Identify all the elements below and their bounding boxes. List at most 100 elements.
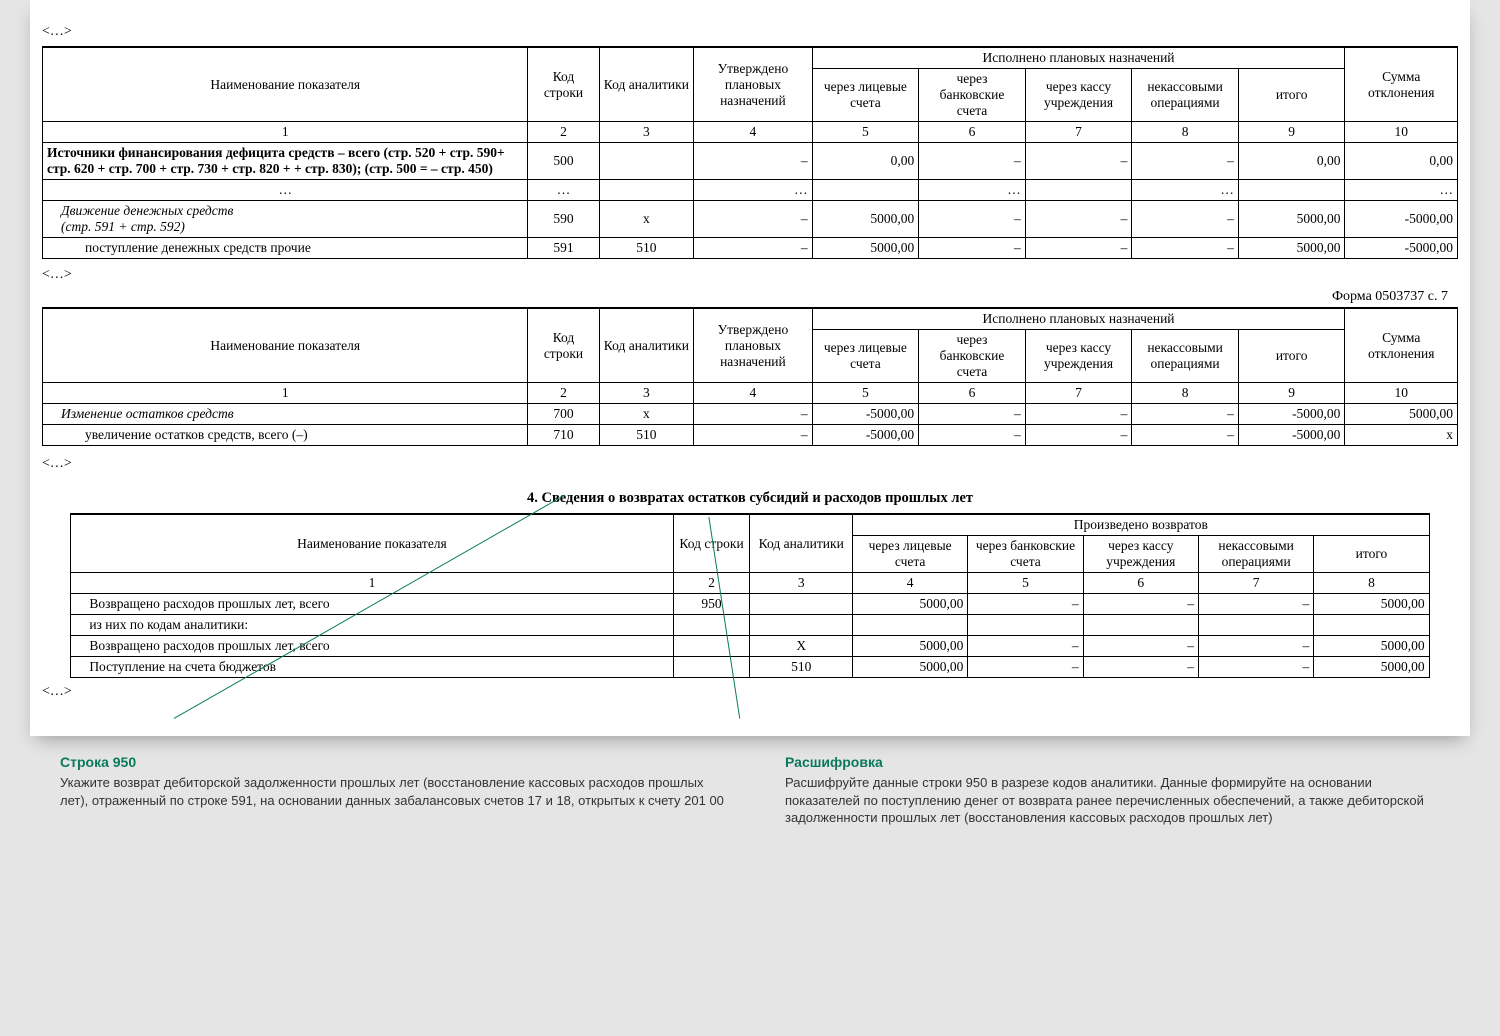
th-exec-4: некассовыми операциями <box>1198 536 1313 573</box>
cell <box>673 657 750 678</box>
cell: поступление денежных средств прочие <box>43 238 528 259</box>
th-code: Код строки <box>673 514 750 573</box>
cell: – <box>694 201 812 238</box>
cell: 5000,00 <box>852 594 967 615</box>
table-3-numrow: 1 2 3 4 5 6 7 8 <box>71 573 1429 594</box>
numcell: 2 <box>673 573 750 594</box>
cell: -5000,00 <box>1345 201 1458 238</box>
cell: x <box>599 201 694 238</box>
cell: 591 <box>528 238 599 259</box>
annotation-1-body: Укажите возврат дебиторской задолженност… <box>60 774 725 809</box>
cell: … <box>694 180 812 201</box>
cell: Изменение остатков средств <box>43 404 528 425</box>
table-2-body: Изменение остатков средств700x–-5000,00–… <box>43 404 1458 446</box>
numcell: 6 <box>919 122 1026 143</box>
cell: – <box>1025 201 1132 238</box>
numcell: 8 <box>1132 383 1239 404</box>
numcell: 9 <box>1238 383 1345 404</box>
cell: – <box>1198 657 1313 678</box>
table-3-body: Возвращено расходов прошлых лет, всего95… <box>71 594 1429 678</box>
cell: – <box>1198 636 1313 657</box>
cell: … <box>1132 180 1239 201</box>
th-code: Код строки <box>528 47 599 122</box>
cell <box>852 615 967 636</box>
th-exec-3: через кассу учреждения <box>1083 536 1198 573</box>
cell: 950 <box>673 594 750 615</box>
th-exec-1: через лицевые счета <box>812 69 919 122</box>
cell: 5000,00 <box>852 636 967 657</box>
cell: 500 <box>528 143 599 180</box>
th-name: Наименование показателя <box>43 47 528 122</box>
cell: – <box>694 404 812 425</box>
th-exec-2: через банковские счета <box>968 536 1083 573</box>
cell: 0,00 <box>812 143 919 180</box>
cell: увеличение остатков средств, всего (–) <box>43 425 528 446</box>
section-4-title: 4. Сведения о возвратах остатков субсиди… <box>42 490 1458 507</box>
numcell: 1 <box>71 573 673 594</box>
numcell: 10 <box>1345 122 1458 143</box>
annotation-1-title: Строка 950 <box>60 754 725 770</box>
numcell: 8 <box>1314 573 1429 594</box>
th-exec-5: итого <box>1238 69 1345 122</box>
table-row: из них по кодам аналитики: <box>71 615 1429 636</box>
th-exec-group: Исполнено плановых назначений <box>812 308 1345 330</box>
cell <box>673 615 750 636</box>
cell <box>1314 615 1429 636</box>
table-row: поступление денежных средств прочие59151… <box>43 238 1458 259</box>
cell: – <box>919 425 1026 446</box>
table-1-body: Источники финансирования дефицита средст… <box>43 143 1458 259</box>
cell: – <box>1083 594 1198 615</box>
th-name: Наименование показателя <box>71 514 673 573</box>
cell: 5000,00 <box>1314 594 1429 615</box>
th-name: Наименование показателя <box>43 308 528 383</box>
numcell: 7 <box>1198 573 1313 594</box>
cell: – <box>968 657 1083 678</box>
annotation-1: Строка 950 Укажите возврат дебиторской з… <box>60 754 725 827</box>
numcell: 8 <box>1132 122 1239 143</box>
ellipsis-between-1-2: <…> <box>42 267 1458 283</box>
th-exec-4: некассовыми операциями <box>1132 330 1239 383</box>
cell: – <box>919 201 1026 238</box>
numcell: 1 <box>43 383 528 404</box>
ellipsis-before-t1: <…> <box>42 24 1458 40</box>
ellipsis-after-t3: <…> <box>42 684 1458 700</box>
th-exec-group: Произведено возвратов <box>852 514 1429 536</box>
cell <box>750 594 853 615</box>
cell: – <box>968 594 1083 615</box>
table-row: Возвращено расходов прошлых лет, всегоX5… <box>71 636 1429 657</box>
table-1-header: Наименование показателя Код строки Код а… <box>43 47 1458 143</box>
cell <box>1025 180 1132 201</box>
cell: 5000,00 <box>1314 636 1429 657</box>
th-exec-4: некассовыми операциями <box>1132 69 1239 122</box>
numcell: 6 <box>919 383 1026 404</box>
cell: – <box>968 636 1083 657</box>
table-row: увеличение остатков средств, всего (–)71… <box>43 425 1458 446</box>
cell: 510 <box>750 657 853 678</box>
numcell: 7 <box>1025 383 1132 404</box>
table-2: Наименование показателя Код строки Код а… <box>42 307 1458 446</box>
cell: x <box>1345 425 1458 446</box>
cell: -5000,00 <box>812 404 919 425</box>
table-row: Движение денежных средств(стр. 591 + стр… <box>43 201 1458 238</box>
cell: 5000,00 <box>1345 404 1458 425</box>
cell <box>673 636 750 657</box>
th-dev: Сумма отклонения <box>1345 47 1458 122</box>
cell <box>599 180 694 201</box>
ellipsis-before-section4: <…> <box>42 456 1458 472</box>
cell: Источники финансирования дефицита средст… <box>43 143 528 180</box>
table-row: Возвращено расходов прошлых лет, всего95… <box>71 594 1429 615</box>
th-anal: Код аналитики <box>750 514 853 573</box>
cell: 5000,00 <box>812 201 919 238</box>
cell <box>812 180 919 201</box>
cell: 5000,00 <box>1314 657 1429 678</box>
th-anal: Код аналитики <box>599 308 694 383</box>
numcell: 2 <box>528 122 599 143</box>
cell: – <box>1083 657 1198 678</box>
th-plan: Утверждено плановых назначений <box>694 308 812 383</box>
cell: – <box>694 425 812 446</box>
table-1: Наименование показателя Код строки Код а… <box>42 46 1458 259</box>
th-exec-group: Исполнено плановых назначений <box>812 47 1345 69</box>
table-3-header: Наименование показателя Код строки Код а… <box>71 514 1429 594</box>
cell: 0,00 <box>1238 143 1345 180</box>
table-row: Изменение остатков средств700x–-5000,00–… <box>43 404 1458 425</box>
